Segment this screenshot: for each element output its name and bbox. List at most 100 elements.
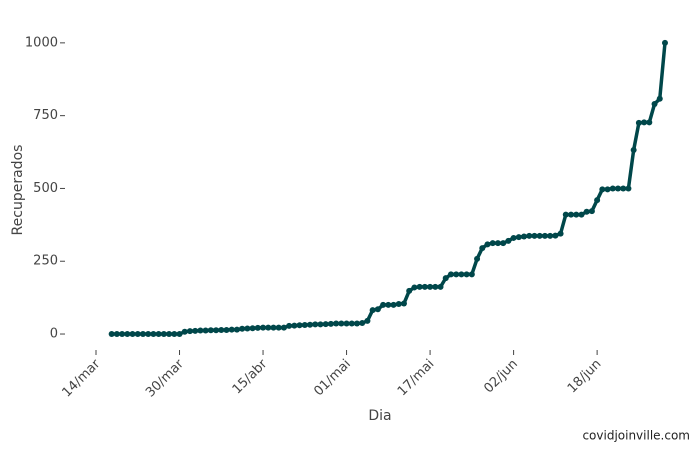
data-point xyxy=(359,319,366,326)
data-point xyxy=(249,325,256,332)
data-point xyxy=(406,287,413,294)
data-point xyxy=(275,324,282,331)
data-point xyxy=(134,331,141,338)
data-point xyxy=(119,331,126,338)
data-point xyxy=(322,321,329,328)
data-point xyxy=(192,327,199,334)
x-tick-label: 17/mai xyxy=(395,357,438,400)
data-point xyxy=(432,283,439,290)
data-point xyxy=(213,327,220,334)
data-point xyxy=(453,271,460,278)
data-point xyxy=(108,331,115,338)
data-point xyxy=(447,271,454,278)
data-point xyxy=(646,119,653,126)
data-point xyxy=(661,39,668,46)
data-point xyxy=(594,197,601,204)
data-point xyxy=(489,240,496,247)
data-point xyxy=(124,331,131,338)
data-point xyxy=(510,234,517,241)
data-point xyxy=(573,211,580,218)
data-point xyxy=(254,324,261,331)
y-tick-label: 0 xyxy=(50,327,58,342)
data-point xyxy=(186,328,193,335)
data-point xyxy=(301,321,308,328)
data-point xyxy=(500,240,507,247)
data-point xyxy=(641,119,648,126)
data-point xyxy=(150,331,157,338)
data-line xyxy=(111,42,667,336)
data-point xyxy=(416,283,423,290)
data-point xyxy=(364,317,371,324)
x-tick-label: 18/jun xyxy=(565,357,605,397)
data-point xyxy=(536,232,543,239)
x-tick-label: 14/mar xyxy=(60,356,104,400)
data-point xyxy=(145,331,152,338)
data-point xyxy=(223,326,230,333)
data-point xyxy=(411,284,418,291)
data-point xyxy=(338,320,345,327)
data-point xyxy=(233,326,240,333)
data-point xyxy=(113,331,120,338)
data-point xyxy=(656,95,663,102)
data-point xyxy=(244,325,251,332)
data-point xyxy=(625,185,632,192)
data-point xyxy=(421,283,428,290)
data-point xyxy=(228,326,235,333)
data-point xyxy=(374,306,381,313)
data-point xyxy=(484,241,491,248)
y-axis-title: Recuperados xyxy=(10,145,26,236)
data-point xyxy=(521,233,528,240)
data-point xyxy=(515,234,522,241)
data-point xyxy=(380,301,387,308)
data-point xyxy=(348,320,355,327)
data-point xyxy=(557,230,564,237)
data-point xyxy=(333,320,340,327)
data-point xyxy=(369,307,376,314)
data-point xyxy=(166,331,173,338)
data-point xyxy=(139,331,146,338)
data-point xyxy=(437,283,444,290)
data-point xyxy=(286,322,293,329)
data-point xyxy=(296,322,303,329)
data-point xyxy=(463,271,470,278)
data-point xyxy=(343,320,350,327)
data-point xyxy=(552,232,559,239)
data-point xyxy=(583,208,590,215)
data-point xyxy=(468,271,475,278)
data-point xyxy=(609,185,616,192)
data-point xyxy=(630,147,637,154)
data-point xyxy=(588,208,595,215)
data-point xyxy=(155,331,162,338)
data-point xyxy=(270,324,277,331)
data-point xyxy=(615,185,621,192)
x-tick-label: 02/jun xyxy=(481,357,521,397)
data-point xyxy=(129,331,136,338)
data-point xyxy=(265,324,272,331)
data-point xyxy=(479,245,486,252)
y-tick-label: 500 xyxy=(33,181,58,196)
y-tick-label: 750 xyxy=(33,108,58,123)
data-point xyxy=(474,255,481,262)
data-point xyxy=(312,321,319,328)
data-point xyxy=(526,232,533,239)
data-point xyxy=(651,101,658,108)
data-point xyxy=(307,321,314,328)
data-point xyxy=(317,321,324,328)
data-point xyxy=(160,331,167,338)
data-point xyxy=(385,301,392,308)
data-point xyxy=(280,324,287,331)
data-point xyxy=(239,325,246,332)
data-point xyxy=(458,271,465,278)
data-point xyxy=(291,322,298,329)
x-tick-label: 01/mai xyxy=(311,357,354,400)
data-point xyxy=(505,237,512,244)
data-point xyxy=(562,211,569,218)
data-point xyxy=(494,240,501,247)
data-point xyxy=(260,324,267,331)
data-point xyxy=(390,301,397,308)
data-point xyxy=(604,186,611,193)
data-point xyxy=(395,301,402,308)
source-annotation: covidjoinville.com xyxy=(582,429,690,443)
data-point xyxy=(400,300,407,307)
